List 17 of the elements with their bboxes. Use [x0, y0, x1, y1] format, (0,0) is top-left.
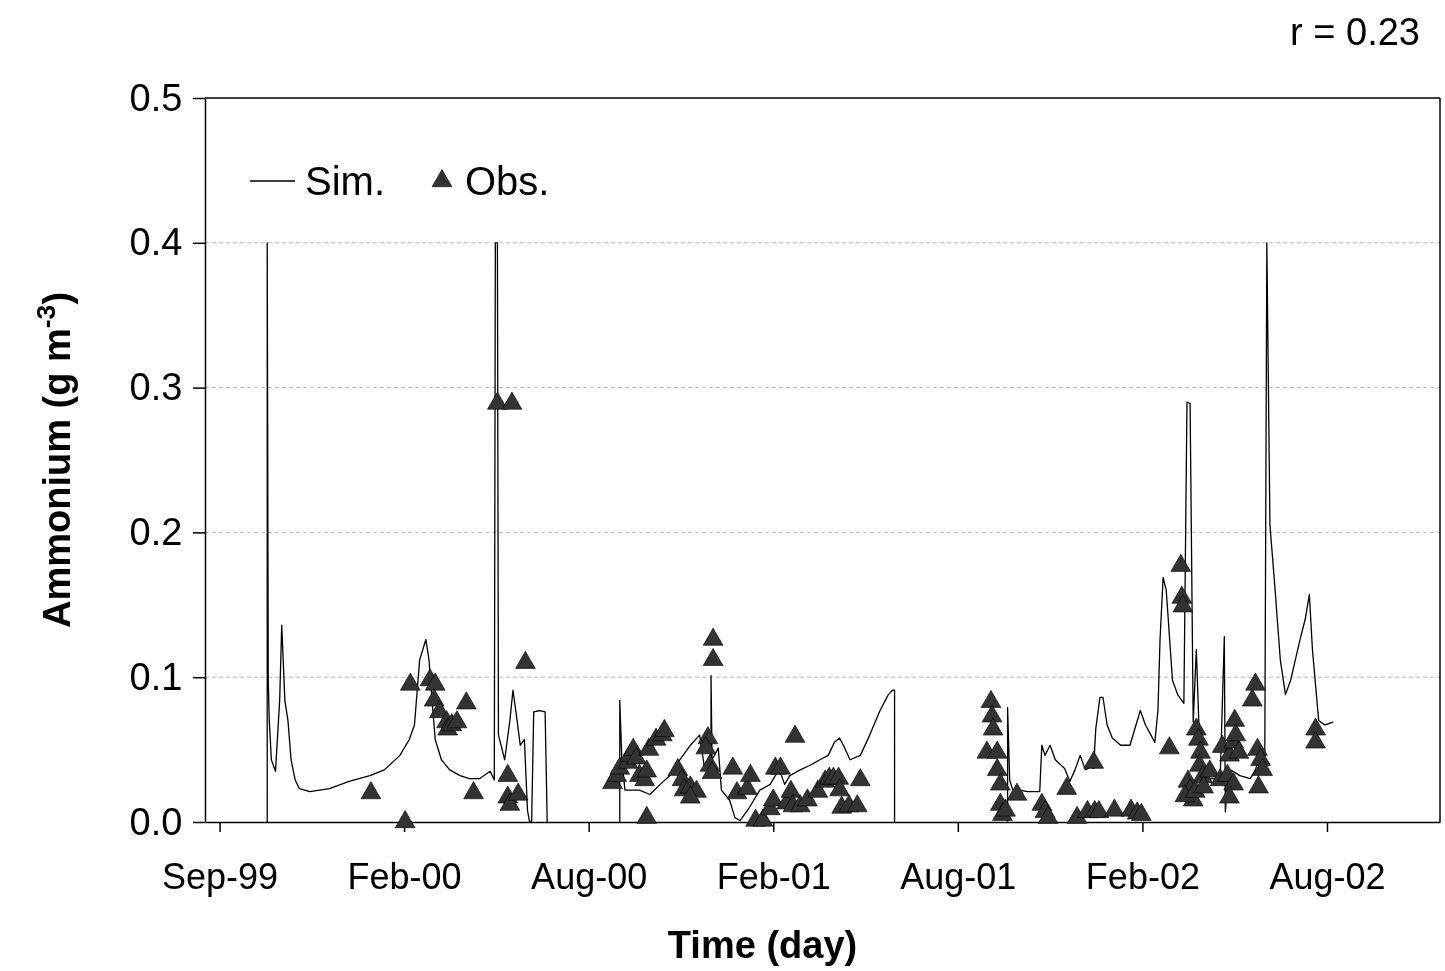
text: r = 0.23: [1290, 11, 1420, 53]
y-tick-label: 0.4: [129, 221, 183, 264]
x-axis-title: Time (day): [667, 924, 858, 966]
x-tick-label: Sep-99: [161, 856, 279, 897]
legend-label: Sim.: [305, 159, 385, 203]
x-tick-label: Aug-01: [900, 856, 1017, 897]
x-tick-label: Aug-00: [531, 856, 648, 897]
x-tick-label: Feb-01: [716, 856, 831, 897]
y-tick-label: 0.2: [129, 511, 183, 554]
y-tick-label: 0.1: [129, 655, 183, 698]
x-tick-label: Feb-02: [1085, 856, 1200, 897]
y-tick-label: 0.5: [129, 76, 183, 119]
x-tick-label: Aug-02: [1269, 856, 1386, 897]
legend-label: Obs.: [465, 159, 550, 203]
y-tick-label: 0.3: [129, 366, 183, 409]
x-tick-label: Feb-00: [347, 856, 462, 897]
y-tick-label: 0.0: [129, 800, 183, 843]
